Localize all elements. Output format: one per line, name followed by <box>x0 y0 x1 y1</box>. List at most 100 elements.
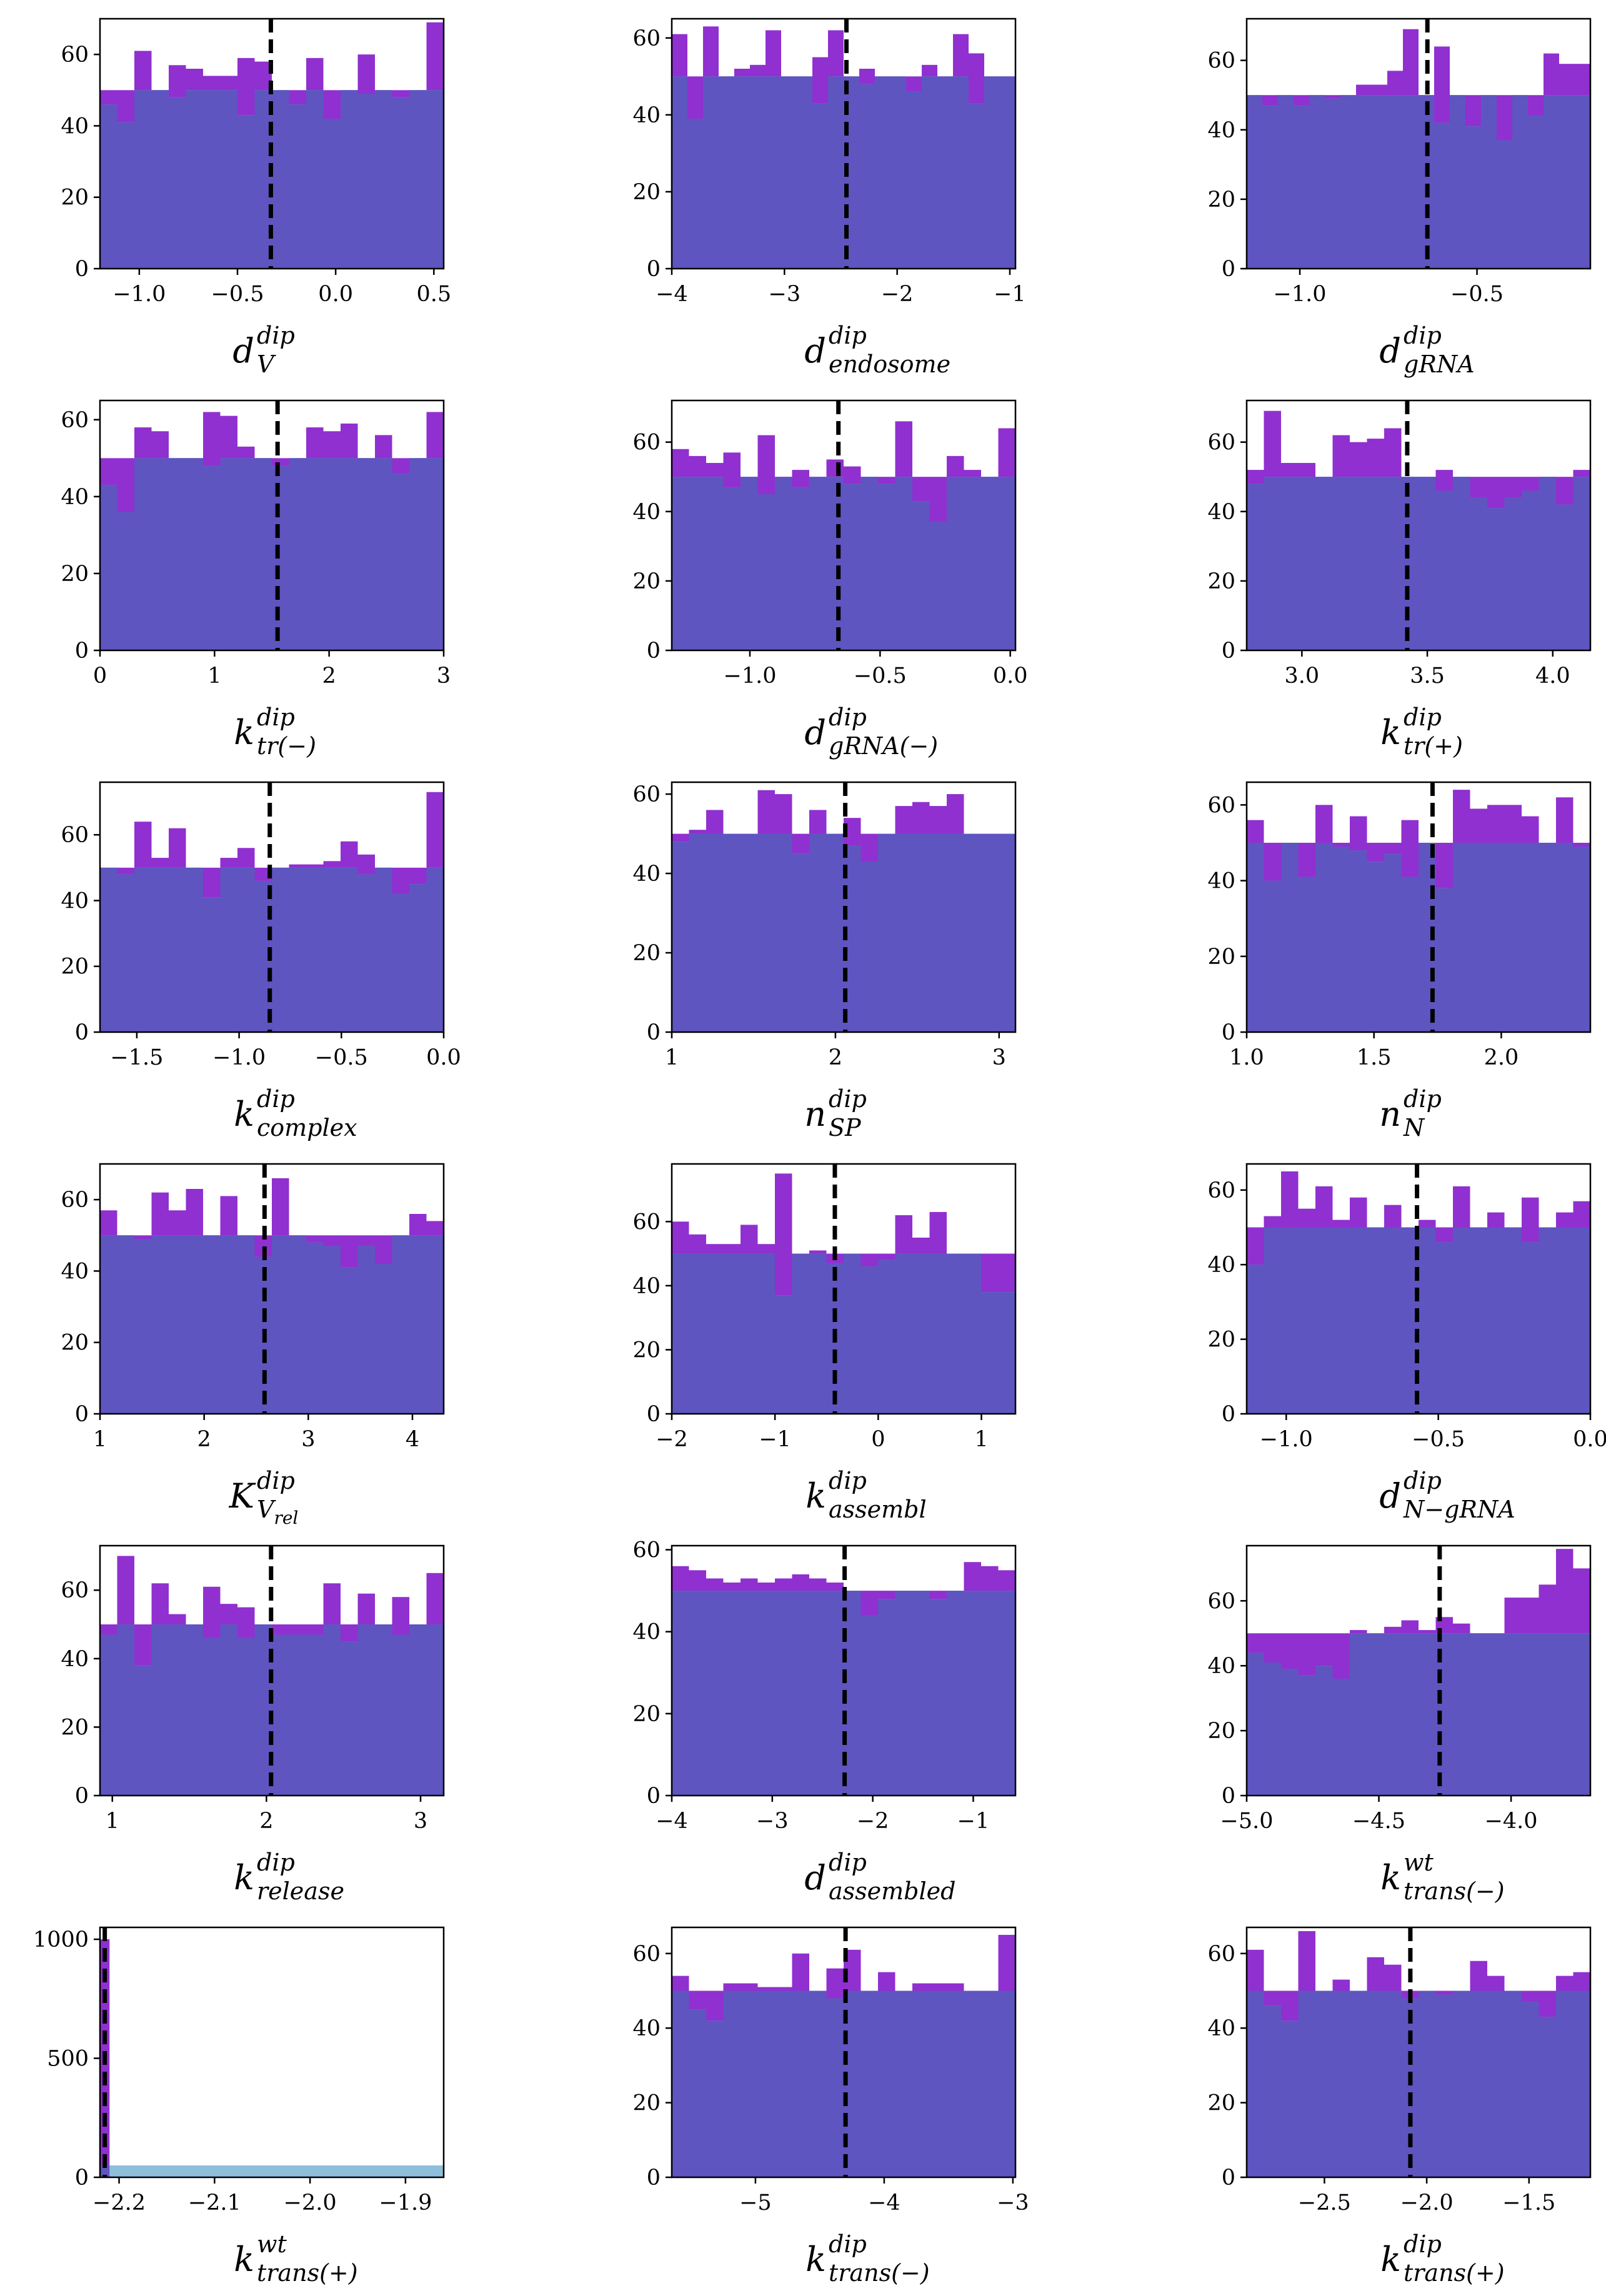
overlap-bar <box>1350 477 1367 650</box>
x-tick-label: −1 <box>957 1809 990 1834</box>
overlap-bar <box>151 1624 169 1796</box>
x-tick-label: 0 <box>871 1427 885 1452</box>
overlap-bar <box>1435 1994 1453 2177</box>
overlap-bar <box>1340 95 1356 269</box>
overlap-bar <box>741 1591 758 1796</box>
overlap-bar <box>1281 842 1299 1032</box>
overlap-bar <box>1315 1227 1333 1414</box>
prior-bar <box>109 2165 444 2177</box>
overlap-bar <box>169 1624 186 1796</box>
overlap-bar <box>272 1235 289 1414</box>
overlap-bar <box>151 458 169 650</box>
overlap-bar <box>947 1253 964 1414</box>
y-tick-label: 20 <box>1207 1719 1235 1744</box>
y-tick-label: 0 <box>75 1020 89 1045</box>
overlap-bar <box>1435 490 1453 650</box>
overlap-bar <box>1298 1990 1315 2177</box>
overlap-bar <box>809 1990 827 2177</box>
axes-frame <box>99 781 445 1033</box>
overlap-bar <box>341 458 358 650</box>
overlap-bar <box>775 477 792 650</box>
overlap-bar <box>203 1638 221 1796</box>
overlap-bar <box>689 1591 706 1796</box>
y-tick-label: 20 <box>61 1715 89 1740</box>
overlap-bar <box>689 833 706 1032</box>
overlap-bar <box>1264 1662 1281 1796</box>
overlap-bar <box>878 833 895 1032</box>
overlap-bar <box>306 458 324 650</box>
overlap-bar <box>151 90 169 269</box>
x-tick-label: −3 <box>997 2190 1029 2215</box>
x-tick-label: 4.0 <box>1535 663 1570 688</box>
x-axis-label-subscript: gRNA <box>1404 350 1475 378</box>
overlap-bar <box>1315 842 1333 1032</box>
overlap-bar <box>964 1253 981 1414</box>
overlap-bar <box>1332 1678 1350 1796</box>
overlap-bar <box>964 477 981 650</box>
overlap-bar <box>1487 842 1505 1032</box>
x-tick-label: −2 <box>857 1809 889 1834</box>
overlap-bar <box>890 76 906 269</box>
x-axis-label-subscript: trans(+) <box>257 2259 358 2287</box>
overlap-bar <box>323 458 341 650</box>
overlap-bar <box>1298 477 1315 650</box>
x-tick-label: −3 <box>756 1809 789 1834</box>
x-axis-label-superscript: wt <box>1404 1849 1434 1876</box>
y-tick-label: 40 <box>61 485 89 510</box>
y-tick-label: 20 <box>632 180 661 205</box>
overlap-bar <box>1522 842 1539 1032</box>
overlap-bar <box>375 1624 392 1796</box>
overlap-bar <box>1384 1633 1402 1796</box>
x-tick-label: −1.0 <box>724 663 777 688</box>
overlap-bar <box>929 522 947 650</box>
x-axis-label-superscript: dip <box>257 703 295 731</box>
overlap-bar <box>357 94 375 269</box>
overlap-bar <box>875 76 890 269</box>
overlap-bar <box>998 1292 1015 1414</box>
overlap-bar <box>826 833 844 1032</box>
overlap-bar <box>937 76 953 269</box>
y-tick-label: 40 <box>1207 118 1235 143</box>
overlap-bar <box>998 1591 1015 1796</box>
y-tick-label: 60 <box>61 42 89 67</box>
overlap-bar <box>186 867 203 1032</box>
x-tick-label: −1 <box>994 282 1026 307</box>
overlap-bar <box>306 867 324 1032</box>
x-axis-label-base: k <box>1380 1858 1401 1897</box>
overlap-bar <box>1504 1633 1522 1796</box>
overlap-bar <box>706 1591 724 1796</box>
overlap-bar <box>1573 1633 1590 1796</box>
overlap-bar <box>306 90 324 269</box>
axes-frame <box>1245 781 1592 1033</box>
x-tick-label: 1 <box>207 663 221 688</box>
overlap-bar <box>1401 477 1419 650</box>
overlap-bar <box>409 458 427 650</box>
overlap-bar <box>1332 1990 1350 2177</box>
overlap-bar <box>878 1599 895 1796</box>
y-tick-label: 40 <box>1207 500 1235 525</box>
overlap-bar <box>237 1638 255 1796</box>
overlap-bar <box>392 97 409 269</box>
overlap-bar <box>1367 1633 1384 1796</box>
x-tick-label: −5.0 <box>1220 1809 1274 1834</box>
x-tick-label: 0.0 <box>993 663 1028 688</box>
x-tick-label: −4.5 <box>1352 1809 1405 1834</box>
overlap-bar <box>426 1235 444 1414</box>
x-axis-label-superscript: dip <box>257 1849 295 1876</box>
overlap-bar <box>929 1599 947 1796</box>
overlap-bar <box>289 104 306 269</box>
x-axis-label-superscript: dip <box>829 703 867 731</box>
overlap-bar <box>757 1990 775 2177</box>
overlap-bar <box>1539 1227 1556 1414</box>
x-tick-label: −2.0 <box>1400 2190 1454 2215</box>
overlap-bar <box>998 1990 1015 2177</box>
overlap-bar <box>741 477 758 650</box>
